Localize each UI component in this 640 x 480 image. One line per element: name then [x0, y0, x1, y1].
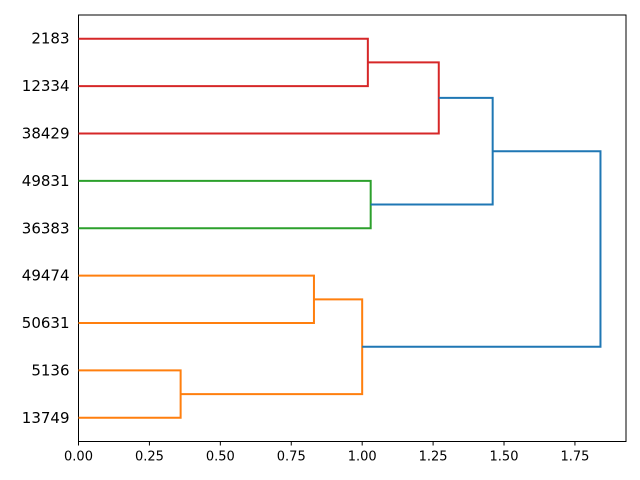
dendrogram-link-merge-2183-12334 — [78, 37, 369, 88]
leaf-label-49831: 49831 — [22, 172, 70, 190]
dendrogram-link-merge-root — [362, 150, 602, 348]
x-tick-label: 1.00 — [348, 450, 377, 465]
dendrogram-link-merge-red-green — [370, 96, 494, 206]
leaf-label-2183: 2183 — [31, 30, 69, 48]
x-tick-label: 0.50 — [206, 450, 235, 465]
leaf-label-50631: 50631 — [22, 314, 70, 332]
x-tick-label: 1.75 — [560, 450, 589, 465]
x-tick-label: 0.00 — [64, 450, 93, 465]
dendrogram-link-merge-5136-13749 — [78, 369, 182, 419]
leaf-label-38429: 38429 — [22, 124, 70, 142]
dendrogram-link-merge-49474-50631 — [78, 274, 315, 325]
leaf-label-36383: 36383 — [22, 219, 70, 237]
leaf-label-12334: 12334 — [22, 77, 70, 95]
leaf-label-13749: 13749 — [22, 409, 70, 427]
dendrogram-link-merge-orange-root — [180, 298, 364, 396]
dendrogram-link-merge-red-38429 — [78, 61, 440, 135]
x-tick-label: 1.50 — [490, 450, 519, 465]
dendrogram-link-merge-49831-36383 — [78, 179, 372, 230]
x-tick-label: 1.25 — [419, 450, 448, 465]
leaf-label-49474: 49474 — [22, 267, 70, 285]
x-tick-label: 0.75 — [277, 450, 306, 465]
leaf-label-5136: 5136 — [31, 361, 69, 379]
x-tick-label: 0.25 — [135, 450, 164, 465]
